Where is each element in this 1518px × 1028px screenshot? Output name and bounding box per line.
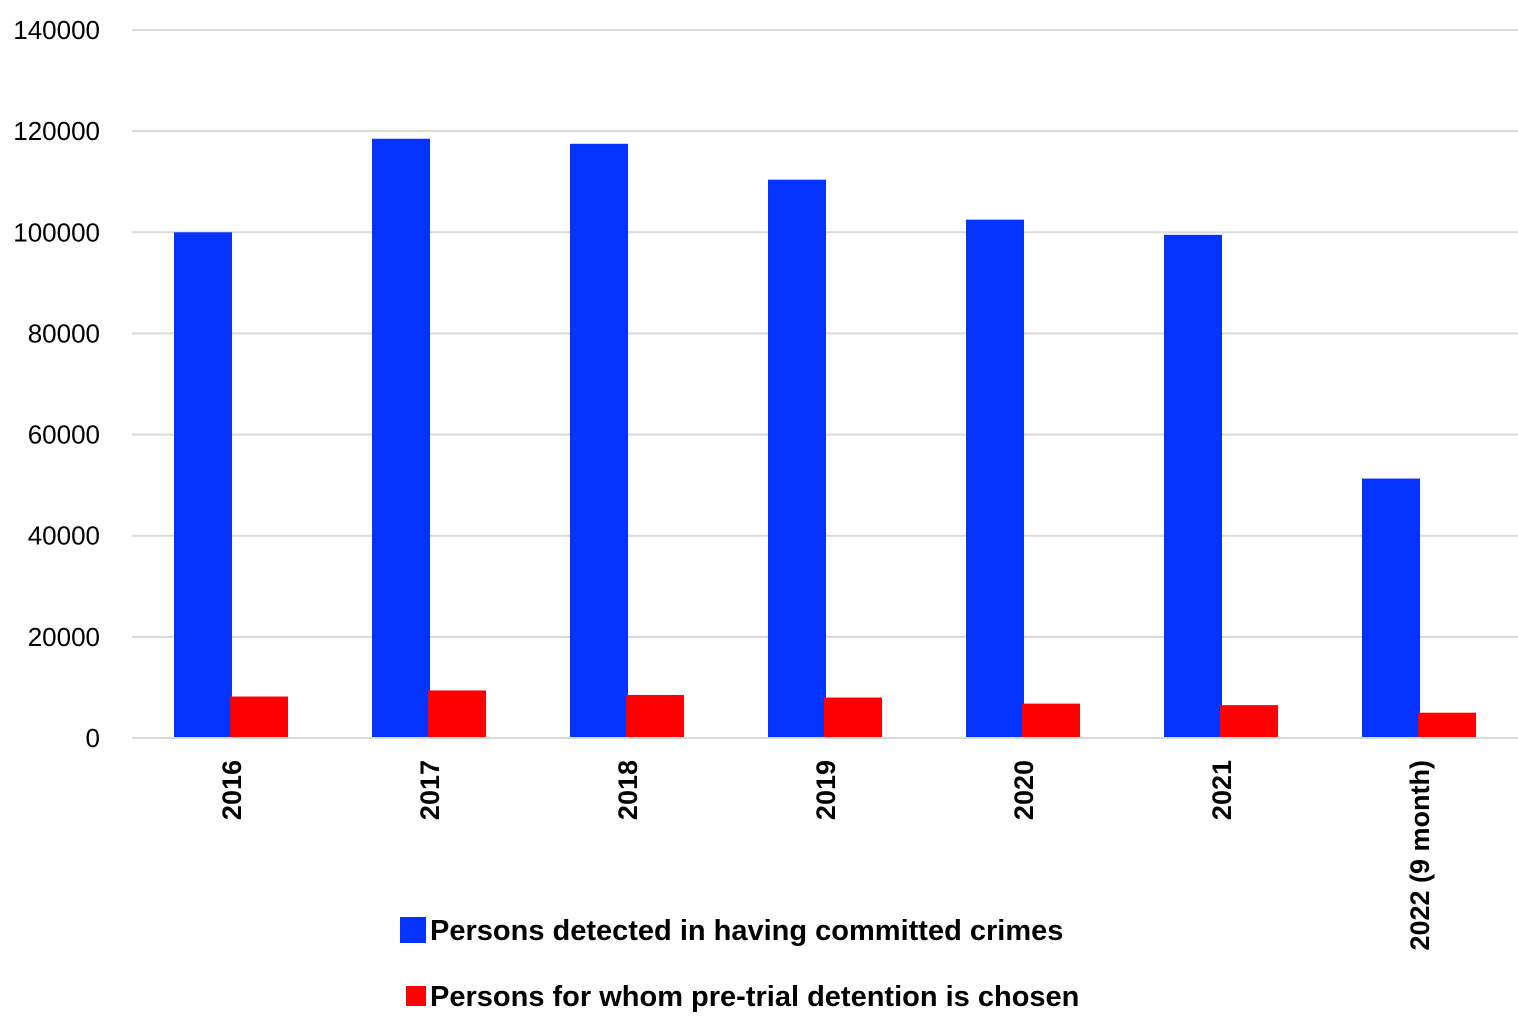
bar-persons-detected-2018 bbox=[570, 143, 628, 739]
bar-pretrial-detention-2018 bbox=[626, 695, 684, 738]
bar-persons-detected-2019 bbox=[768, 179, 826, 739]
bar-persons-detected-2016 bbox=[174, 232, 232, 739]
x-axis-category-labels: 2016 2017 2018 2019 2020 2021 2022 (9 month) bbox=[217, 760, 1435, 951]
y-tick-label: 100000 bbox=[13, 217, 100, 247]
x-category-label: 2016 bbox=[217, 760, 247, 820]
legend-swatch bbox=[406, 986, 426, 1006]
legend-label: Persons detected in having committed cri… bbox=[430, 915, 1063, 947]
bar-pretrial-detention-2021 bbox=[1220, 705, 1278, 738]
bars bbox=[174, 138, 1476, 739]
legend-swatch bbox=[400, 917, 426, 943]
y-tick-label: 120000 bbox=[13, 116, 100, 146]
bar-persons-detected-2017 bbox=[372, 138, 430, 738]
x-category-label: 2021 bbox=[1207, 760, 1237, 820]
x-category-label: 2017 bbox=[415, 760, 445, 820]
bar-persons-detected-2020 bbox=[966, 219, 1024, 739]
x-category-label: 2020 bbox=[1009, 760, 1039, 820]
y-tick-label: 0 bbox=[86, 723, 100, 753]
bar-pretrial-detention-2022 bbox=[1418, 712, 1476, 738]
legend-label: Persons for whom pre-trial detention is … bbox=[430, 981, 1079, 1013]
y-tick-label: 140000 bbox=[13, 15, 100, 45]
y-tick-label: 20000 bbox=[28, 622, 100, 652]
bar-pretrial-detention-2020 bbox=[1022, 703, 1080, 738]
bar-pretrial-detention-2017 bbox=[428, 690, 486, 738]
bar-pretrial-detention-2019 bbox=[824, 697, 882, 738]
bar-persons-detected-2022 bbox=[1362, 478, 1420, 738]
x-category-label: 2019 bbox=[811, 760, 841, 820]
y-tick-label: 40000 bbox=[28, 521, 100, 551]
x-category-label: 2018 bbox=[613, 760, 643, 820]
y-axis-tick-labels: 0 20000 40000 60000 80000 100000 120000 140000 bbox=[13, 15, 100, 753]
x-category-label: 2022 (9 month) bbox=[1405, 760, 1435, 951]
y-tick-label: 80000 bbox=[28, 318, 100, 348]
y-tick-label: 60000 bbox=[28, 420, 100, 450]
bar-persons-detected-2021 bbox=[1164, 234, 1222, 739]
bar-pretrial-detention-2016 bbox=[230, 696, 288, 738]
legend: Persons detected in having committed cri… bbox=[400, 915, 1079, 1013]
